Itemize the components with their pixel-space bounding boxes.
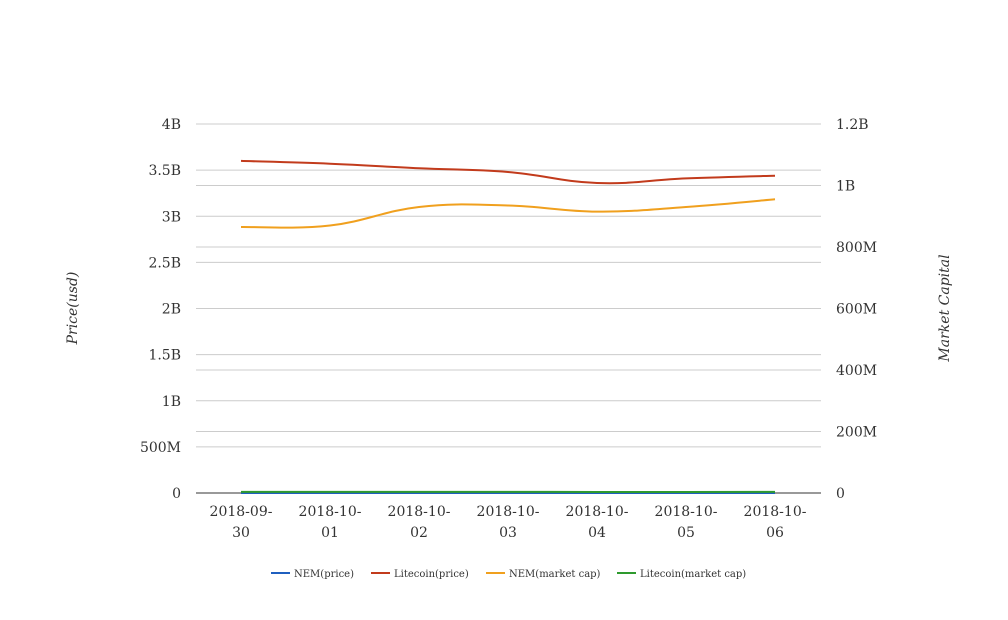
x-tick-label: 30	[232, 525, 250, 541]
left-tick-label: 0	[172, 486, 181, 502]
left-axis-tick-labels: 0 500M 1B 1.5B 2B 2.5B 3B 3.5B 4B	[140, 117, 181, 502]
left-axis-title: Price(usd)	[65, 272, 81, 346]
legend-label-nem-price: NEM(price)	[294, 569, 354, 580]
right-tick-label: 200M	[836, 425, 877, 441]
series-line-nem-market-cap	[241, 199, 775, 227]
right-tick-label: 600M	[836, 302, 877, 318]
left-tick-label: 4B	[162, 117, 181, 133]
x-axis-tick-labels: 2018-09- 30 2018-10- 01 2018-10- 02 2018-10- 03…	[210, 504, 807, 541]
legend: NEM(price) Litecoin(price) NEM(market cap)…	[271, 569, 746, 580]
right-tick-label: 1.2B	[836, 117, 869, 133]
x-tick-label: 03	[499, 525, 517, 541]
x-tick-label: 2018-10-	[477, 504, 540, 520]
x-tick-label: 2018-10-	[566, 504, 629, 520]
right-axis-tick-labels: 0 200M 400M 600M 800M 1B 1.2B	[836, 117, 877, 502]
x-tick-label: 05	[677, 525, 695, 541]
x-tick-label: 2018-10-	[655, 504, 718, 520]
left-tick-label: 500M	[140, 440, 181, 456]
x-tick-label: 01	[321, 525, 339, 541]
left-tick-label: 1.5B	[148, 348, 181, 364]
legend-label-litecoin-price: Litecoin(price)	[394, 569, 469, 580]
x-tick-label: 2018-09-	[210, 504, 273, 520]
x-tick-label: 2018-10-	[388, 504, 451, 520]
left-tick-label: 2.5B	[148, 255, 181, 271]
right-tick-label: 0	[836, 486, 845, 502]
right-tick-label: 400M	[836, 363, 877, 379]
series-lines	[241, 161, 775, 493]
left-tick-label: 3B	[162, 209, 181, 225]
series-line-litecoin-price	[241, 161, 775, 183]
x-tick-label: 04	[588, 525, 606, 541]
left-tick-label: 2B	[162, 302, 181, 318]
x-tick-label: 2018-10-	[299, 504, 362, 520]
right-tick-label: 1B	[836, 179, 855, 195]
left-tick-label: 3.5B	[148, 163, 181, 179]
x-tick-label: 2018-10-	[744, 504, 807, 520]
x-tick-label: 06	[766, 525, 784, 541]
right-axis-title: Market Capital	[937, 254, 953, 362]
right-tick-label: 800M	[836, 240, 877, 256]
x-tick-label: 02	[410, 525, 428, 541]
legend-label-litecoin-market-cap: Litecoin(market cap)	[640, 569, 746, 580]
legend-label-nem-market-cap: NEM(market cap)	[509, 569, 601, 580]
left-tick-label: 1B	[162, 394, 181, 410]
